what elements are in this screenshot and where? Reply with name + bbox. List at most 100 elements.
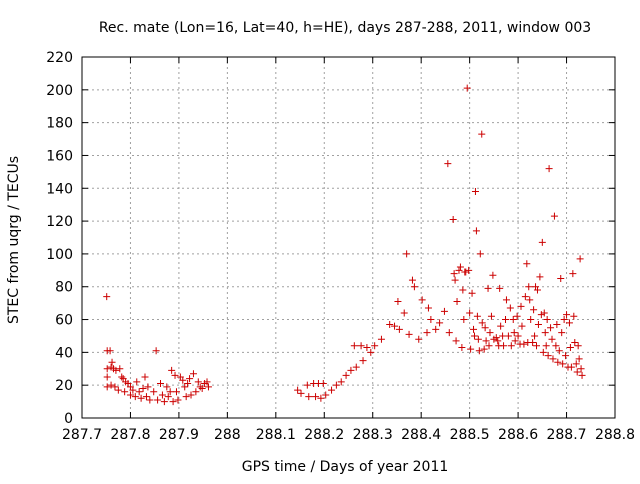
data-point	[560, 316, 568, 324]
chart-title: Rec. mate (Lon=16, Lat=40, h=HE), days 2…	[99, 20, 591, 36]
data-point	[485, 342, 493, 350]
data-point	[367, 348, 375, 356]
data-point	[146, 396, 154, 404]
data-point	[545, 165, 553, 173]
data-point	[121, 388, 129, 396]
data-point	[507, 342, 515, 350]
data-point	[569, 270, 577, 278]
data-point	[444, 160, 452, 168]
data-point	[504, 332, 512, 340]
data-point	[523, 260, 531, 268]
data-point	[465, 266, 473, 274]
data-point	[467, 345, 475, 353]
data-point	[559, 360, 567, 368]
data-point	[567, 363, 575, 371]
data-point	[576, 255, 584, 263]
data-point	[474, 335, 482, 343]
data-point	[204, 383, 212, 391]
data-point	[194, 378, 202, 386]
x-tick-label: 288.3	[353, 427, 393, 443]
data-point	[502, 296, 510, 304]
data-point	[179, 376, 187, 384]
data-point	[403, 250, 411, 258]
data-point	[456, 263, 464, 271]
data-point	[424, 304, 432, 312]
data-point	[557, 275, 565, 283]
data-point	[164, 393, 172, 401]
data-point	[112, 366, 120, 374]
x-tick-label: 288.1	[256, 427, 296, 443]
data-point	[470, 325, 478, 333]
data-point	[129, 386, 137, 394]
data-point	[570, 312, 578, 320]
data-point	[511, 337, 519, 345]
data-point	[103, 365, 111, 373]
data-point	[494, 337, 502, 345]
data-point	[391, 322, 399, 330]
data-point	[171, 371, 179, 379]
data-point	[472, 227, 480, 235]
y-tick-label: 160	[46, 148, 73, 164]
data-point	[549, 355, 557, 363]
data-point	[186, 375, 194, 383]
data-point	[476, 250, 484, 258]
data-point	[203, 378, 211, 386]
data-point	[525, 283, 533, 291]
data-point	[108, 358, 116, 366]
data-point	[103, 383, 111, 391]
data-point	[432, 325, 440, 333]
data-point	[574, 342, 582, 350]
y-tick-label: 80	[55, 280, 73, 296]
data-point	[359, 357, 367, 365]
data-point	[530, 306, 538, 314]
data-point	[521, 293, 529, 301]
data-point	[533, 286, 541, 294]
data-point	[322, 391, 330, 399]
data-point	[116, 365, 124, 373]
data-point	[553, 320, 561, 328]
axis-ticks: 287.7 287.8 287.9 288 288.1 288.2 288.3 288.4 28…	[46, 50, 635, 443]
data-point	[319, 380, 327, 388]
plot-frame	[81, 56, 616, 419]
data-point	[518, 322, 526, 330]
data-point	[352, 363, 360, 371]
data-point	[468, 289, 476, 297]
data-point	[103, 373, 111, 381]
data-point	[462, 268, 470, 276]
y-tick-label: 100	[46, 247, 73, 263]
data-point	[154, 396, 162, 404]
data-point	[395, 325, 403, 333]
data-point	[481, 324, 489, 332]
y-tick-label: 40	[55, 345, 73, 361]
data-point	[118, 373, 126, 381]
data-point	[526, 296, 534, 304]
data-point	[394, 297, 402, 305]
x-tick-label: 287.7	[62, 427, 102, 443]
data-point	[133, 378, 141, 386]
y-axis-label: STEC from uqrg / TECUs	[6, 156, 22, 324]
data-point	[184, 380, 192, 388]
data-point	[377, 335, 385, 343]
data-point	[566, 343, 574, 351]
data-point	[163, 383, 171, 391]
data-point	[500, 342, 508, 350]
data-point	[578, 371, 586, 379]
data-point	[337, 378, 345, 386]
y-tick-label: 180	[46, 116, 73, 132]
data-point	[484, 284, 492, 292]
data-point	[577, 365, 585, 373]
data-point	[506, 304, 514, 312]
grid	[82, 57, 615, 418]
y-tick-label: 120	[46, 214, 73, 230]
data-point	[480, 345, 488, 353]
data-point	[565, 319, 573, 327]
data-points	[103, 84, 586, 406]
x-axis-label: GPS time / Days of year 2011	[242, 459, 449, 475]
data-point	[114, 386, 122, 394]
data-point	[144, 383, 152, 391]
data-point	[423, 329, 431, 337]
data-point	[189, 370, 197, 378]
data-point	[142, 393, 150, 401]
x-tick-label: 287.9	[159, 427, 199, 443]
data-point	[410, 283, 418, 291]
